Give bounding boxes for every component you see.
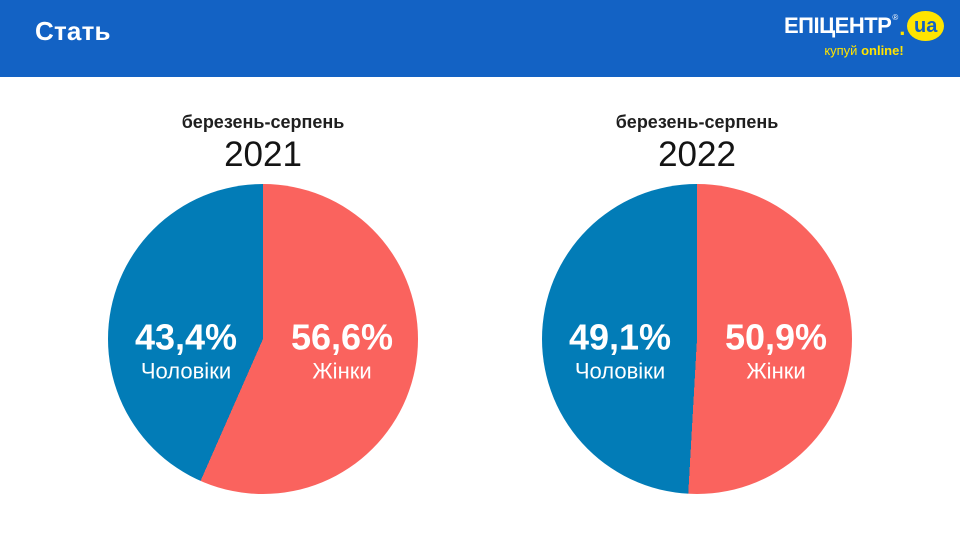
slice-label-men: 49,1% Чоловіки xyxy=(568,316,672,386)
brand-logo: ЕПІЦЕНТР ® . ua купуй online! xyxy=(784,11,944,58)
brand-tagline-regular: купуй xyxy=(824,43,858,58)
pie-2022: 49,1% Чоловіки 50,9% Жінки xyxy=(542,184,852,495)
registered-trademark-icon: ® xyxy=(892,12,899,22)
slice-name-men: Чоловіки xyxy=(140,358,232,384)
slice-percent-men: 49,1% xyxy=(568,316,672,358)
brand-tld: ua xyxy=(914,15,938,37)
pie-chart-2021: березень-серпень 2021 43,4% Чоловіки 56,… xyxy=(108,110,418,495)
chart-subtitle: березень-серпень xyxy=(615,112,779,132)
slice-percent-women: 50,9% xyxy=(724,316,828,358)
brand-tagline: купуй online! xyxy=(784,43,944,58)
pie-chart-2022: березень-серпень 2022 49,1% Чоловіки 50,… xyxy=(542,110,852,495)
chart-year: 2022 xyxy=(658,135,736,175)
slice-name-women: Жінки xyxy=(312,358,372,384)
slice-percent-women: 56,6% xyxy=(290,316,394,358)
pie-2021: 43,4% Чоловіки 56,6% Жінки xyxy=(108,184,418,495)
header: Стать ЕПІЦЕНТР ® . ua купуй online! xyxy=(0,0,960,77)
slice-name-women: Жінки xyxy=(746,358,806,384)
brand-dot: . xyxy=(899,15,906,40)
slice-percent-men: 43,4% xyxy=(134,316,238,358)
slice-label-women: 56,6% Жінки xyxy=(290,316,394,386)
slice-name-men: Чоловіки xyxy=(574,358,666,384)
brand-logo-row: ЕПІЦЕНТР ® . ua xyxy=(784,11,944,41)
brand-name: ЕПІЦЕНТР xyxy=(784,13,892,38)
chart-year: 2021 xyxy=(224,135,302,175)
slice-label-women: 50,9% Жінки xyxy=(724,316,828,386)
page-title: Стать xyxy=(35,16,111,46)
slice-label-men: 43,4% Чоловіки xyxy=(134,316,238,386)
chart-subtitle: березень-серпень xyxy=(181,112,345,132)
brand-tagline-bold: online! xyxy=(861,43,904,58)
brand-ua-badge: ua xyxy=(907,11,944,41)
